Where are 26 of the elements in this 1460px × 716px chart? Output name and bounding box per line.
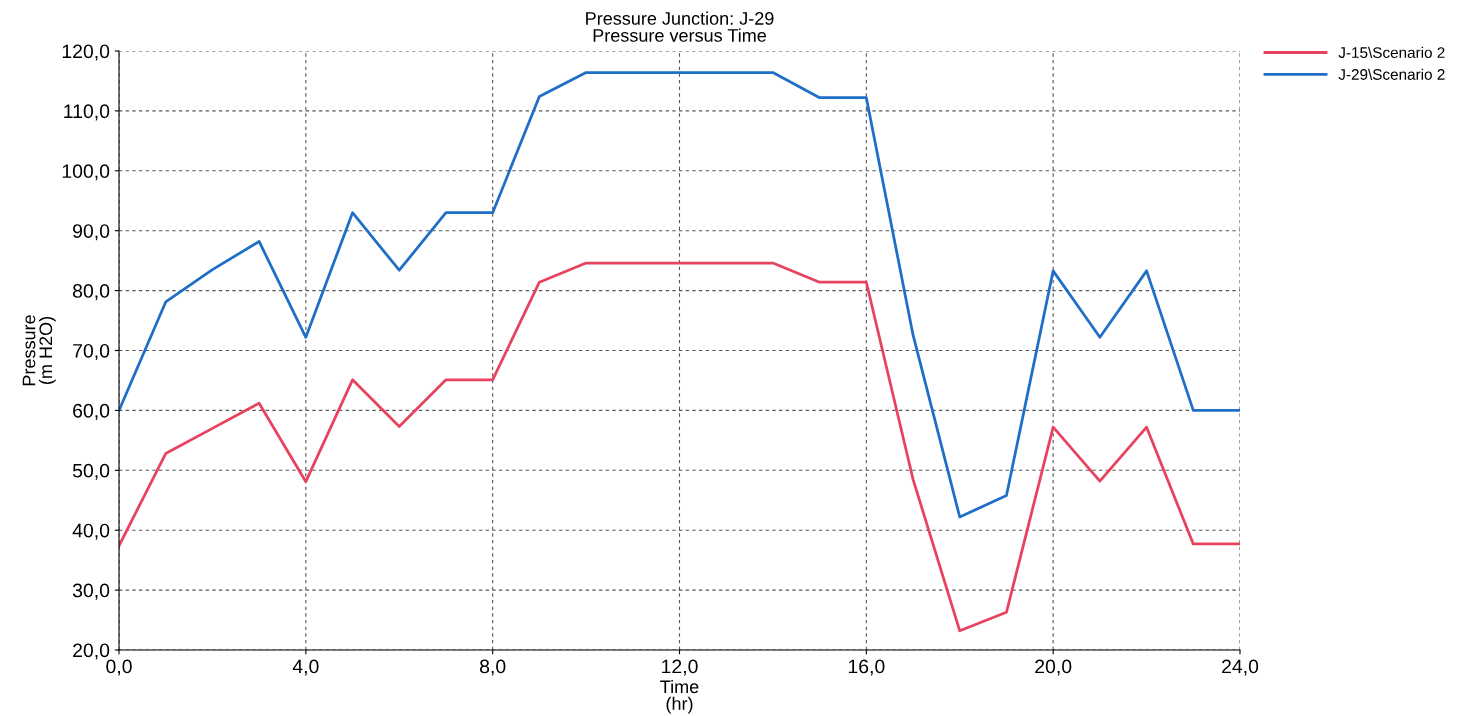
legend-label: J-29\Scenario 2 bbox=[1338, 68, 1445, 80]
y-tick-label: 80,0 bbox=[72, 284, 110, 301]
legend-label: J-15\Scenario 2 bbox=[1338, 46, 1445, 58]
y-tick-label: 50,0 bbox=[72, 463, 110, 480]
x-axis-title: Time (hr) bbox=[660, 679, 699, 714]
y-tick-label: 60,0 bbox=[73, 403, 110, 420]
x-tick-label: 4,0 bbox=[292, 659, 319, 676]
y-tick-label: 90,0 bbox=[73, 224, 110, 241]
x-tick-label: 24,0 bbox=[1222, 659, 1259, 676]
y-tick-label: 70,0 bbox=[73, 343, 110, 361]
x-tick-label: 20,0 bbox=[1035, 659, 1072, 676]
line-series bbox=[119, 261, 1240, 633]
y-tick-label: 110,0 bbox=[64, 104, 110, 121]
y-tick-label: 20,0 bbox=[73, 643, 110, 660]
y-tick-label: 40,0 bbox=[72, 523, 110, 540]
y-tick-label: 100,0 bbox=[62, 164, 110, 181]
y-tick-label: 30,0 bbox=[72, 583, 110, 600]
line-series bbox=[119, 71, 1240, 519]
chart-subtitle: Pressure versus Time bbox=[593, 28, 766, 42]
y-axis-title: Pressure (m H2O) bbox=[22, 315, 56, 386]
x-tick-label: 0,0 bbox=[106, 659, 132, 676]
y-tick-label: 120,0 bbox=[62, 44, 110, 61]
x-tick-label: 8,0 bbox=[480, 659, 506, 676]
x-tick-label: 12,0 bbox=[662, 659, 698, 676]
x-tick-label: 16,0 bbox=[848, 659, 885, 676]
chart-title: Pressure Junction: J-29 bbox=[586, 11, 774, 25]
